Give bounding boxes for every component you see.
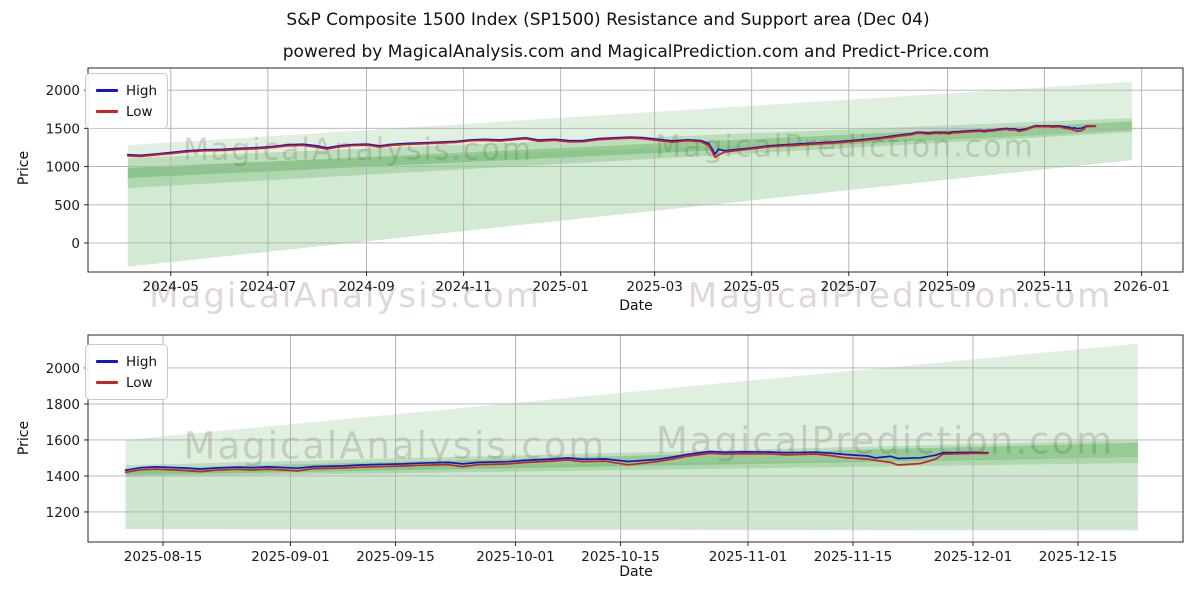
x-tick-label: 2025-09-01 [251,549,329,565]
x-tick-label: 2026-01 [1113,279,1169,295]
low-line-swatch [96,110,118,113]
x-tick-label: 2025-03 [626,279,682,295]
x-tick-label: 2025-01 [532,279,588,295]
x-tick-label: 2024-05 [143,279,199,295]
low-line-swatch [96,381,118,384]
y-tick-label: 1500 [46,121,80,137]
x-tick-label: 2025-08-15 [124,549,202,565]
support-resistance-band [125,343,1138,531]
x-tick-label: 2024-09 [338,279,394,295]
x-axis-label-top: Date [619,298,653,314]
high-line-swatch [96,360,118,363]
legend-item-low: Low [96,101,157,122]
x-tick-label: 2025-12-15 [1039,549,1117,565]
support-resistance-band [127,121,1133,179]
legend-label-low: Low [126,103,153,120]
watermark-magicalanalysis: MagicalAnalysis.com [149,276,541,316]
y-tick-label: 1000 [46,160,80,176]
x-tick-label: 2025-07 [821,279,877,295]
legend-label-low: Low [126,374,153,391]
support-resistance-band [127,118,1133,188]
watermark-magicalprediction: MagicalPrediction.com [655,419,1115,463]
x-tick-label: 2025-10-15 [581,549,659,565]
figure-subtitle: powered by MagicalAnalysis.com and Magic… [282,42,990,62]
x-tick-label: 2025-11 [1016,279,1072,295]
legend-label-high: High [126,353,158,370]
y-tick-label: 0 [71,236,80,252]
x-tick-label: 2025-09 [919,279,975,295]
legend: High Low [85,73,169,129]
x-tick-label: 2025-05 [723,279,779,295]
legend: High Low [85,344,169,400]
plot-border [87,334,1184,543]
support-resistance-band [125,439,1138,477]
x-axis-label-bottom: Date [619,564,653,580]
y-tick-label: 1400 [46,469,80,485]
x-tick-label: 2025-11-15 [814,549,892,565]
legend-item-high: High [96,351,157,372]
y-axis-label-top: Price [16,150,32,186]
x-tick-label: 2024-07 [240,279,296,295]
x-tick-label: 2025-10-01 [476,549,554,565]
y-axis-label-bottom: Price [16,420,32,456]
plot-border [87,67,1184,273]
x-tick-label: 2025-11-01 [709,549,787,565]
figure-title: S&P Composite 1500 Index (SP1500) Resist… [286,10,930,30]
y-tick-label: 500 [54,198,80,214]
legend-label-high: High [126,82,158,99]
legend-item-high: High [96,80,157,101]
watermark-magicalprediction: MagicalPrediction.com [687,276,1113,316]
high-line [124,450,989,472]
watermark-magicalprediction: MagicalPrediction.com [655,129,1035,165]
high-line-swatch [96,89,118,92]
low-line [124,452,989,474]
y-tick-label: 1200 [46,505,80,521]
x-tick-label: 2025-12-01 [934,549,1012,565]
y-tick-label: 2000 [46,361,80,377]
y-tick-label: 1800 [46,397,80,413]
x-tick-label: 2024-11 [435,279,491,295]
x-tick-label: 2025-09-15 [356,549,434,565]
y-tick-label: 1600 [46,433,80,449]
low-line [126,125,1097,159]
support-resistance-band [127,131,1133,267]
y-tick-label: 2000 [46,83,80,99]
legend-item-low: Low [96,372,157,393]
